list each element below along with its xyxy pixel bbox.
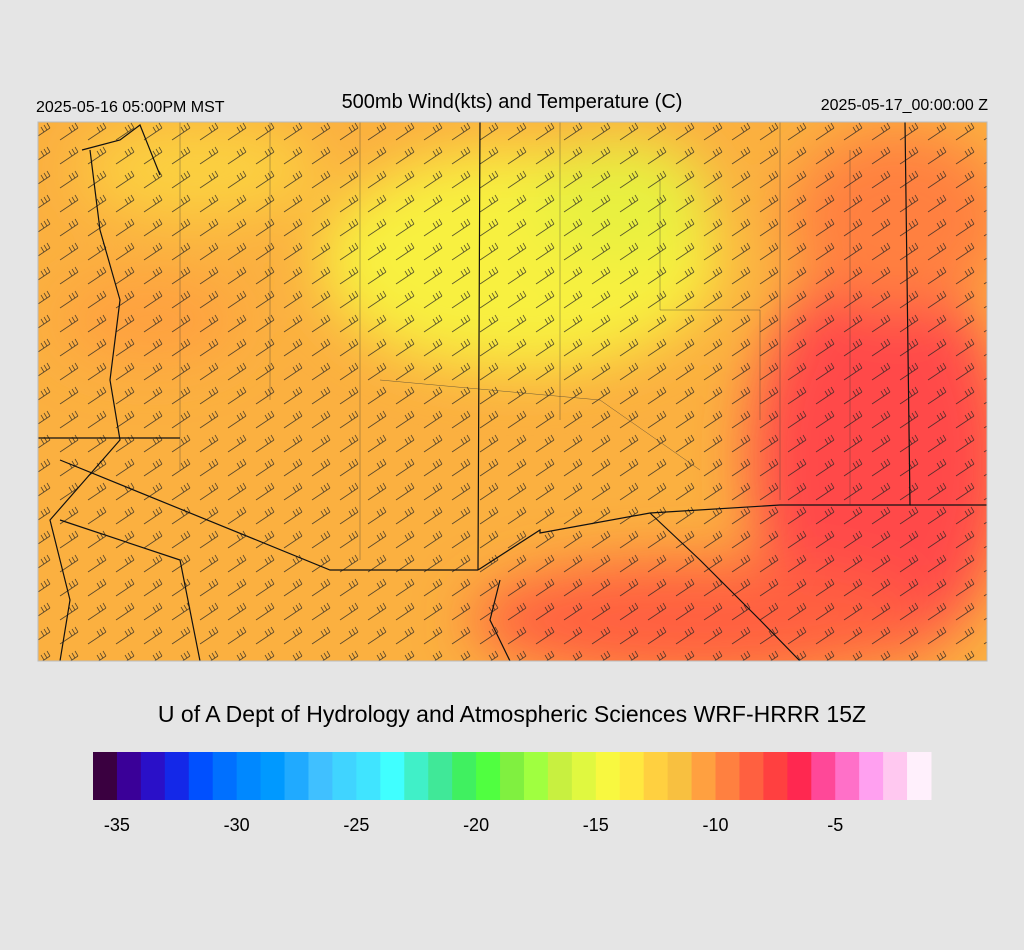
colorbar-tick-label: -10: [703, 815, 729, 835]
color-swatch: [763, 752, 788, 800]
color-swatch: [715, 752, 740, 800]
map: [38, 122, 987, 661]
colorbar-tick-label: -5: [827, 815, 843, 835]
color-swatch: [428, 752, 453, 800]
valid-utc: 2025-05-17_00:00:00 Z: [821, 97, 988, 114]
color-swatch: [308, 752, 333, 800]
color-swatch: [739, 752, 764, 800]
color-swatch: [835, 752, 860, 800]
color-swatch: [164, 752, 190, 800]
color-swatch: [140, 752, 166, 800]
colorbar-tick-label: -20: [463, 815, 489, 835]
color-swatch: [595, 752, 621, 800]
color-swatch: [500, 752, 525, 800]
color-swatch: [116, 752, 142, 800]
colorbar-tick-label: -15: [583, 815, 609, 835]
color-swatch: [859, 752, 884, 800]
color-swatch: [907, 752, 932, 800]
color-swatch: [93, 752, 118, 800]
color-swatch: [404, 752, 429, 800]
color-swatch: [787, 752, 812, 800]
credit: U of A Dept of Hydrology and Atmospheric…: [158, 701, 866, 727]
color-swatch: [523, 752, 549, 800]
color-swatch: [452, 752, 477, 800]
color-swatch: [284, 752, 309, 800]
color-swatch: [188, 752, 214, 800]
map-title: 500mb Wind(kts) and Temperature (C): [342, 91, 683, 113]
colorbar-tick-label: -35: [104, 815, 130, 835]
color-swatch: [619, 752, 645, 800]
color-swatch: [356, 752, 381, 800]
color-swatch: [332, 752, 357, 800]
color-swatch: [643, 752, 669, 800]
color-swatch: [212, 752, 238, 800]
color-swatch: [691, 752, 717, 800]
color-swatch: [380, 752, 405, 800]
color-swatch: [236, 752, 262, 800]
color-swatch: [547, 752, 573, 800]
color-swatch: [476, 752, 501, 800]
valid-local: 2025-05-16 05:00PM MST: [36, 99, 225, 116]
color-swatch: [571, 752, 597, 800]
color-swatch: [811, 752, 836, 800]
colorbar-tick-label: -30: [224, 815, 250, 835]
colorbar-tick-label: -25: [343, 815, 369, 835]
color-swatch: [883, 752, 908, 800]
map-frame: [37, 121, 988, 662]
colorbar: -35 -30 -25 -20 -15 -10 -5: [93, 752, 932, 835]
color-swatch: [260, 752, 286, 800]
color-swatch: [667, 752, 693, 800]
